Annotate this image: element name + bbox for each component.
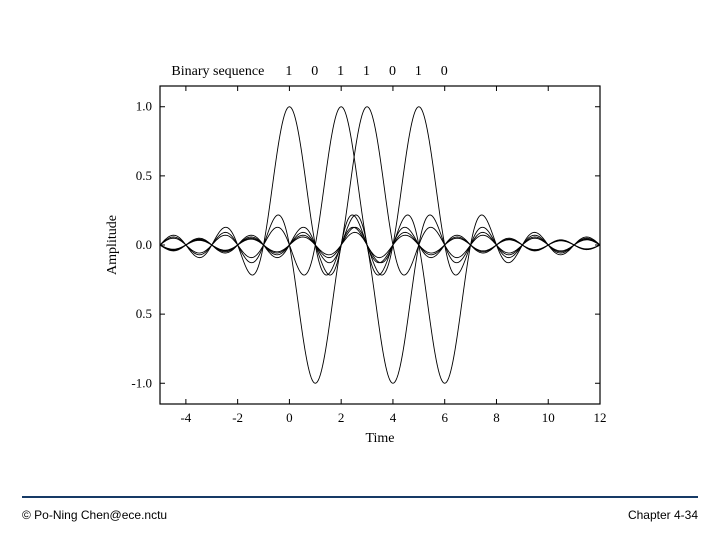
binary-digit: 1 [415,64,422,80]
binary-digit: 1 [363,64,370,80]
binary-digit: 1 [285,64,292,80]
svg-text:2: 2 [338,410,345,425]
binary-digit: 0 [389,64,396,80]
binary-digit: 0 [441,64,448,80]
svg-text:0.5: 0.5 [136,168,152,183]
svg-text:0.0: 0.0 [136,237,152,252]
footer-rule [22,496,698,498]
plot-svg: -4 -2 0 2 4 6 8 10 12 -1.0 0.5 0.0 0.5 1.0 Time Amplitu… [98,72,608,452]
binary-digit: 0 [311,64,318,80]
svg-text:1.0: 1.0 [136,99,152,114]
svg-text:-2: -2 [232,410,243,425]
sinc-plot: -4 -2 0 2 4 6 8 10 12 -1.0 0.5 0.0 0.5 1.0 Time Amplitu… [98,72,608,452]
svg-text:-1.0: -1.0 [131,375,152,390]
svg-text:-4: -4 [180,410,191,425]
svg-text:12: 12 [594,410,607,425]
footer-chapter: Chapter 4-34 [628,508,698,522]
svg-text:Amplitude: Amplitude [105,215,120,275]
binary-digit: 1 [337,64,344,80]
svg-text:4: 4 [390,410,397,425]
footer-author: © Po-Ning Chen@ece.nctu [22,508,167,522]
svg-text:10: 10 [542,410,555,425]
svg-text:0.5: 0.5 [136,306,152,321]
svg-text:0: 0 [286,410,293,425]
slide: -4-2024681012-1.00.50.00.51.0TimeAmplitu… [0,0,720,540]
svg-text:8: 8 [493,410,500,425]
svg-text:6: 6 [441,410,448,425]
binary-sequence-label: Binary sequence [171,64,264,80]
svg-text:Time: Time [365,431,394,446]
